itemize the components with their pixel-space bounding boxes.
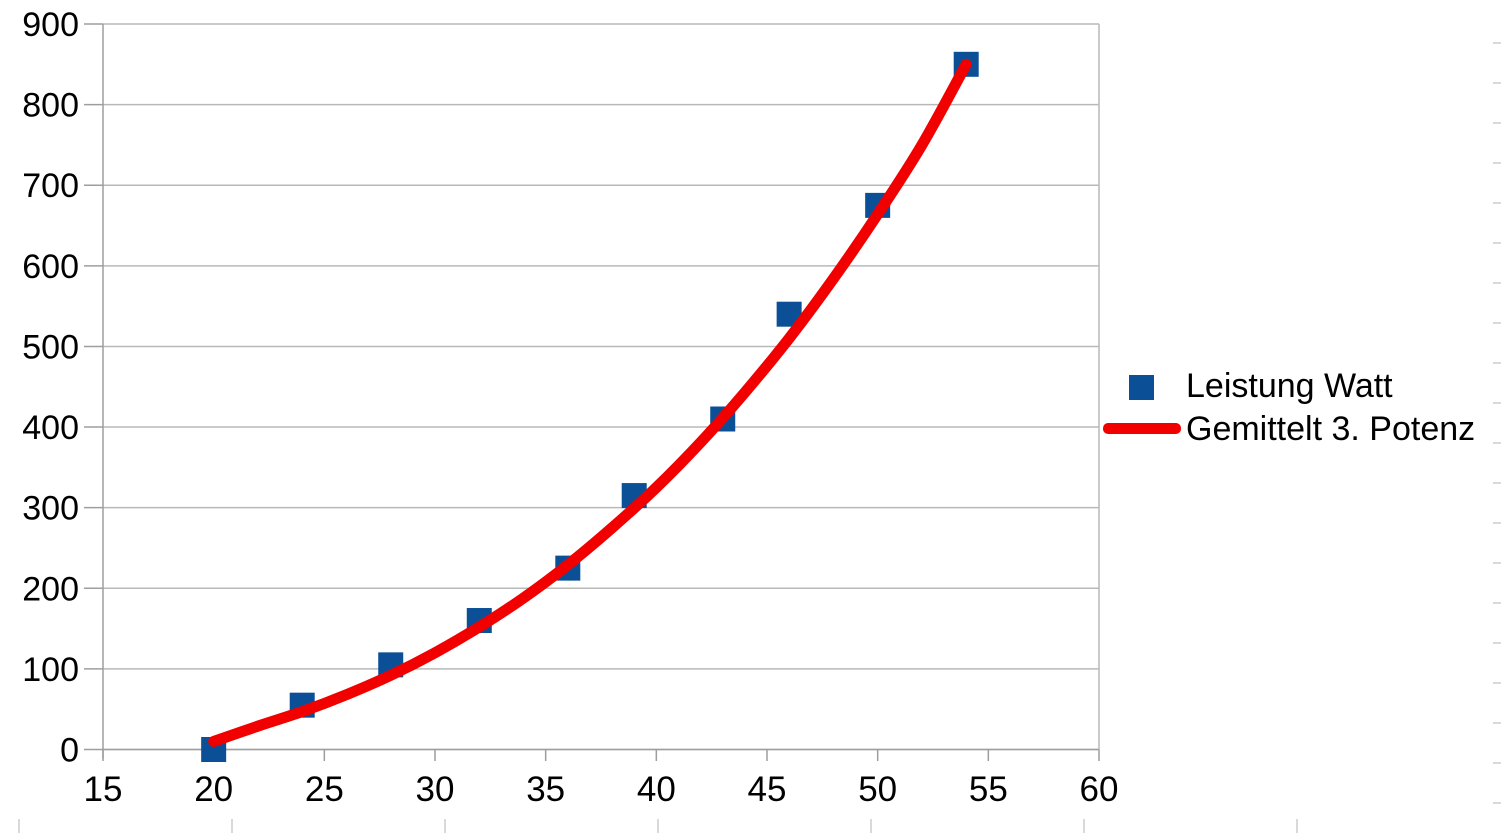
x-tick-label: 20 (194, 770, 233, 809)
x-tick-label: 55 (969, 770, 1008, 809)
y-tick-label: 800 (22, 87, 79, 125)
y-tick-label: 0 (60, 732, 79, 770)
y-tick-label: 400 (22, 409, 79, 447)
legend-marker-square (1129, 375, 1154, 400)
x-tick-label: 30 (416, 770, 455, 809)
x-tick-label: 35 (526, 770, 565, 809)
x-tick-label: 25 (305, 770, 344, 809)
legend[interactable]: Leistung Watt Gemittelt 3. Potenz (1095, 360, 1495, 455)
x-tick-label: 45 (748, 770, 787, 809)
y-tick-label: 600 (22, 248, 79, 286)
y-tick-label: 500 (22, 328, 79, 366)
y-tick-label: 900 (22, 6, 79, 44)
legend-label-leistung: Leistung Watt (1186, 367, 1393, 405)
trend-line (208, 58, 972, 747)
y-tick-label: 700 (22, 167, 79, 205)
x-tick-label: 60 (1080, 770, 1119, 809)
x-tick-label: 40 (637, 770, 676, 809)
x-tick-label: 50 (858, 770, 897, 809)
y-tick-label: 200 (22, 570, 79, 608)
y-tick-label: 100 (22, 651, 79, 689)
x-tick-label: 15 (84, 770, 123, 809)
y-tick-label: 300 (22, 490, 79, 528)
legend-label-gemittelt: Gemittelt 3. Potenz (1186, 410, 1476, 448)
legend-line-swatch (1103, 423, 1181, 434)
